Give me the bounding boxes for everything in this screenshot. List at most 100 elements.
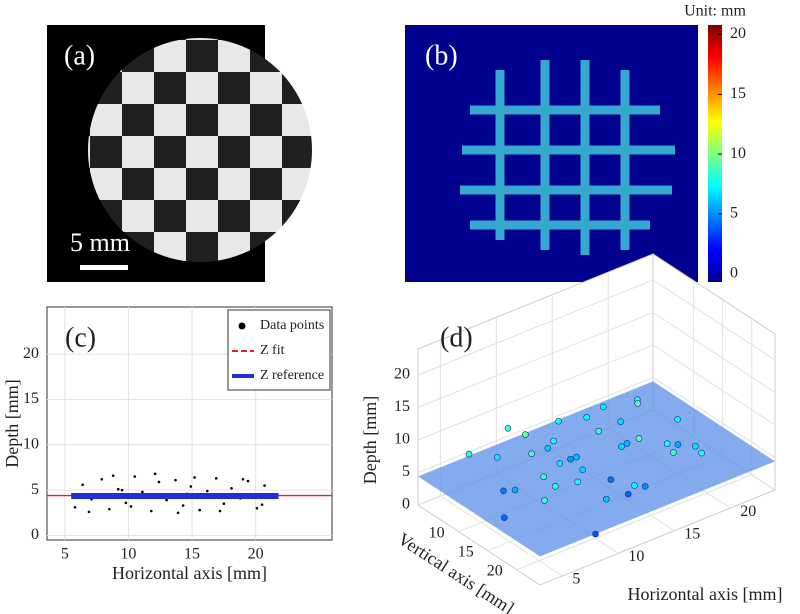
data-point xyxy=(617,418,625,425)
data-point xyxy=(81,483,84,486)
data-point xyxy=(150,509,153,513)
data-point xyxy=(692,442,699,450)
data-point xyxy=(129,505,133,508)
z-axis-label: Depth [mm] xyxy=(360,396,380,484)
data-point xyxy=(674,416,681,423)
data-point xyxy=(635,435,643,442)
grid-line xyxy=(417,279,776,376)
z-tick-label: 20 xyxy=(394,366,410,383)
x-tick-label: 5 xyxy=(572,571,580,588)
data-point xyxy=(157,480,161,484)
data-point xyxy=(504,425,512,432)
y-tick-label: 20 xyxy=(487,562,503,579)
data-point xyxy=(544,444,552,452)
legend-label: Z reference xyxy=(260,368,324,383)
colorbar-ticks: 0 5 10 15 20 xyxy=(718,25,746,281)
data-point xyxy=(528,450,535,458)
legend-label: Z fit xyxy=(260,343,285,358)
x-axis-label: Horizontal axis [mm] xyxy=(628,584,783,604)
z-tick-label: 10 xyxy=(394,431,410,448)
x-tick-label: 20 xyxy=(248,546,264,563)
data-point xyxy=(133,475,137,478)
data-point xyxy=(181,504,185,507)
data-point xyxy=(73,506,77,509)
colorbar-tick-label: 15 xyxy=(730,85,746,102)
data-point xyxy=(500,487,507,495)
data-point xyxy=(599,403,607,411)
data-point xyxy=(698,449,705,457)
data-point xyxy=(263,484,266,487)
data-point xyxy=(124,501,128,505)
data-point xyxy=(260,503,264,506)
data-point xyxy=(540,473,547,481)
x-tick-label: 5 xyxy=(61,546,69,563)
data-point xyxy=(222,502,226,506)
colorbar-title: Unit: mm xyxy=(684,3,746,20)
data-point xyxy=(567,455,574,463)
checkerboard xyxy=(88,38,312,262)
data-point xyxy=(153,472,157,476)
data-point xyxy=(511,486,519,494)
data-point xyxy=(100,477,104,481)
data-point xyxy=(670,449,677,456)
data-point xyxy=(246,479,250,483)
x-tick-label: 15 xyxy=(684,525,700,542)
data-point xyxy=(550,437,557,445)
z-tick-label: 15 xyxy=(394,398,410,415)
data-point xyxy=(674,441,682,448)
data-point xyxy=(556,460,564,467)
data-point xyxy=(116,487,120,491)
data-point xyxy=(165,498,168,502)
grid-line xyxy=(417,344,776,441)
y-axis-label: Depth [mm] xyxy=(2,379,22,467)
colorbar-tick-label: 10 xyxy=(730,145,746,162)
legend-swatch xyxy=(238,322,246,330)
y-tick-label: 5 xyxy=(31,481,39,498)
x-axis-label: Horizontal axis [mm] xyxy=(112,563,267,583)
data-point xyxy=(573,453,580,461)
data-point xyxy=(500,514,508,522)
y-tick-label: 10 xyxy=(429,524,445,541)
data-point xyxy=(583,413,591,421)
y-tick-label: 0 xyxy=(31,526,39,543)
data-point xyxy=(120,488,124,492)
colorbar-tick-label: 5 xyxy=(730,205,738,222)
data-point xyxy=(631,482,638,489)
y-tick-label: 10 xyxy=(23,435,39,452)
data-point xyxy=(176,511,180,515)
data-point xyxy=(87,510,91,514)
z-tick-label: 0 xyxy=(402,496,410,513)
panel-label: (c) xyxy=(65,322,96,353)
grid-line xyxy=(417,311,776,408)
data-point xyxy=(111,474,115,477)
x-tick-label: 20 xyxy=(740,503,756,520)
x-tick-label: 10 xyxy=(628,548,644,565)
data-point xyxy=(551,483,559,490)
legend-label: Data points xyxy=(260,318,324,333)
scale-bar xyxy=(80,265,128,270)
panel-label: (d) xyxy=(440,322,473,353)
data-point xyxy=(663,440,671,447)
data-point xyxy=(555,417,562,425)
y-tick-label: 20 xyxy=(23,345,39,362)
panel-label: (b) xyxy=(425,40,458,71)
y-tick-label: 15 xyxy=(23,390,39,407)
colorbar xyxy=(708,25,722,282)
data-point xyxy=(607,476,615,483)
data-point xyxy=(193,476,196,479)
data-point xyxy=(634,400,642,407)
data-point xyxy=(174,478,177,482)
data-point xyxy=(592,530,599,538)
data-point xyxy=(641,483,649,490)
data-point xyxy=(141,490,144,494)
fit-plane xyxy=(418,381,775,557)
scale-label: 5 mm xyxy=(70,228,130,257)
y-tick-label: 15 xyxy=(458,543,474,560)
data-point xyxy=(189,485,193,488)
z-tick-label: 5 xyxy=(402,463,410,480)
data-point xyxy=(206,489,209,493)
data-point xyxy=(623,440,631,447)
